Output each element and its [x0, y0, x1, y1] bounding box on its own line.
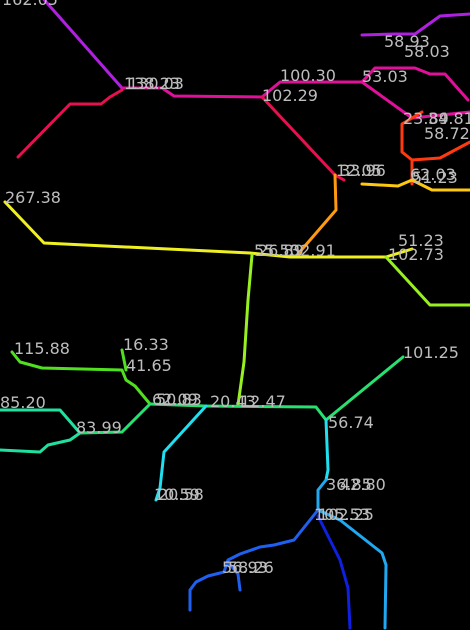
route-line-green — [78, 402, 152, 435]
distance-label: 23.89 — [403, 109, 449, 128]
route-line-yellow — [3, 200, 414, 259]
route-line-deep-blue — [316, 514, 352, 630]
distance-label: 32.91 — [290, 241, 336, 260]
distance-label: 36.85 — [326, 475, 372, 494]
route-line-orange-red — [400, 110, 424, 186]
distance-label: 20.58 — [158, 485, 204, 504]
distance-label: 115.88 — [14, 339, 70, 358]
route-line-lime — [10, 350, 152, 406]
distance-label: 102.73 — [388, 245, 444, 264]
route-line-violet — [42, 0, 124, 90]
distance-label: 105.53 — [314, 505, 370, 524]
distance-label: 85.20 — [0, 393, 46, 412]
distance-label: 58.72 — [424, 124, 470, 143]
route-line-cyan-south — [324, 418, 330, 482]
distance-label: 26.89 — [258, 241, 304, 260]
distance-label: 16.33 — [123, 335, 169, 354]
distance-label: 58.26 — [228, 558, 274, 577]
route-line-lime-2 — [120, 348, 128, 372]
distance-label: 51.23 — [412, 168, 458, 187]
distance-label: 20.43 — [210, 392, 256, 411]
distance-label: 33.96 — [340, 161, 386, 180]
distance-label: 58.03 — [404, 42, 450, 61]
route-line-violet-ne — [360, 12, 470, 37]
route-line-green-2 — [148, 355, 405, 422]
distance-label: 102.25 — [318, 505, 374, 524]
distance-label: 10.59 — [154, 485, 200, 504]
distance-label: 55.50 — [254, 241, 300, 260]
route-line-amber — [360, 178, 470, 192]
distance-label: 56.74 — [328, 413, 374, 432]
route-line-chartreuse — [384, 255, 470, 307]
distance-label: 130.03 — [128, 74, 184, 93]
distance-label: 102.29 — [262, 86, 318, 105]
distance-label: 62.03 — [410, 165, 456, 184]
distance-label: 162.05 — [2, 0, 58, 9]
route-line-orange-red-2 — [410, 140, 470, 162]
route-line-magenta — [120, 80, 470, 120]
distance-label: 50.83 — [156, 390, 202, 409]
route-line-sky — [316, 478, 388, 630]
route-line-blue — [188, 508, 320, 612]
route-line-cyan-west — [154, 404, 208, 502]
distance-label: 42.80 — [340, 475, 386, 494]
route-line-crimson — [16, 88, 124, 159]
distance-labels: 162.05 58.93 58.03 100.30 53.03 138.23 1… — [0, 0, 470, 577]
distance-label: 62.09 — [152, 390, 198, 409]
route-line-magenta-east — [360, 66, 470, 102]
distance-label: 41.65 — [126, 356, 172, 375]
distance-label: 101.25 — [403, 343, 459, 362]
route-line-spring — [0, 408, 82, 454]
distance-label: 267.38 — [5, 188, 61, 207]
distance-label: 56.93 — [222, 558, 268, 577]
route-line-chartreuse-trunk — [236, 253, 254, 407]
distance-label: 58.93 — [384, 32, 430, 51]
distance-label: 12.47 — [240, 392, 286, 411]
distance-label: 53.03 — [362, 67, 408, 86]
distance-label: 12.05 — [336, 161, 382, 180]
route-line-orange — [296, 173, 338, 256]
distance-label: 138.23 — [124, 74, 180, 93]
distance-label: 34.81 — [428, 109, 470, 128]
distance-label: 51.23 — [398, 231, 444, 250]
distance-label: 100.30 — [280, 66, 336, 85]
distance-label: 83.99 — [76, 418, 122, 437]
route-line-blue-spur — [226, 560, 242, 592]
